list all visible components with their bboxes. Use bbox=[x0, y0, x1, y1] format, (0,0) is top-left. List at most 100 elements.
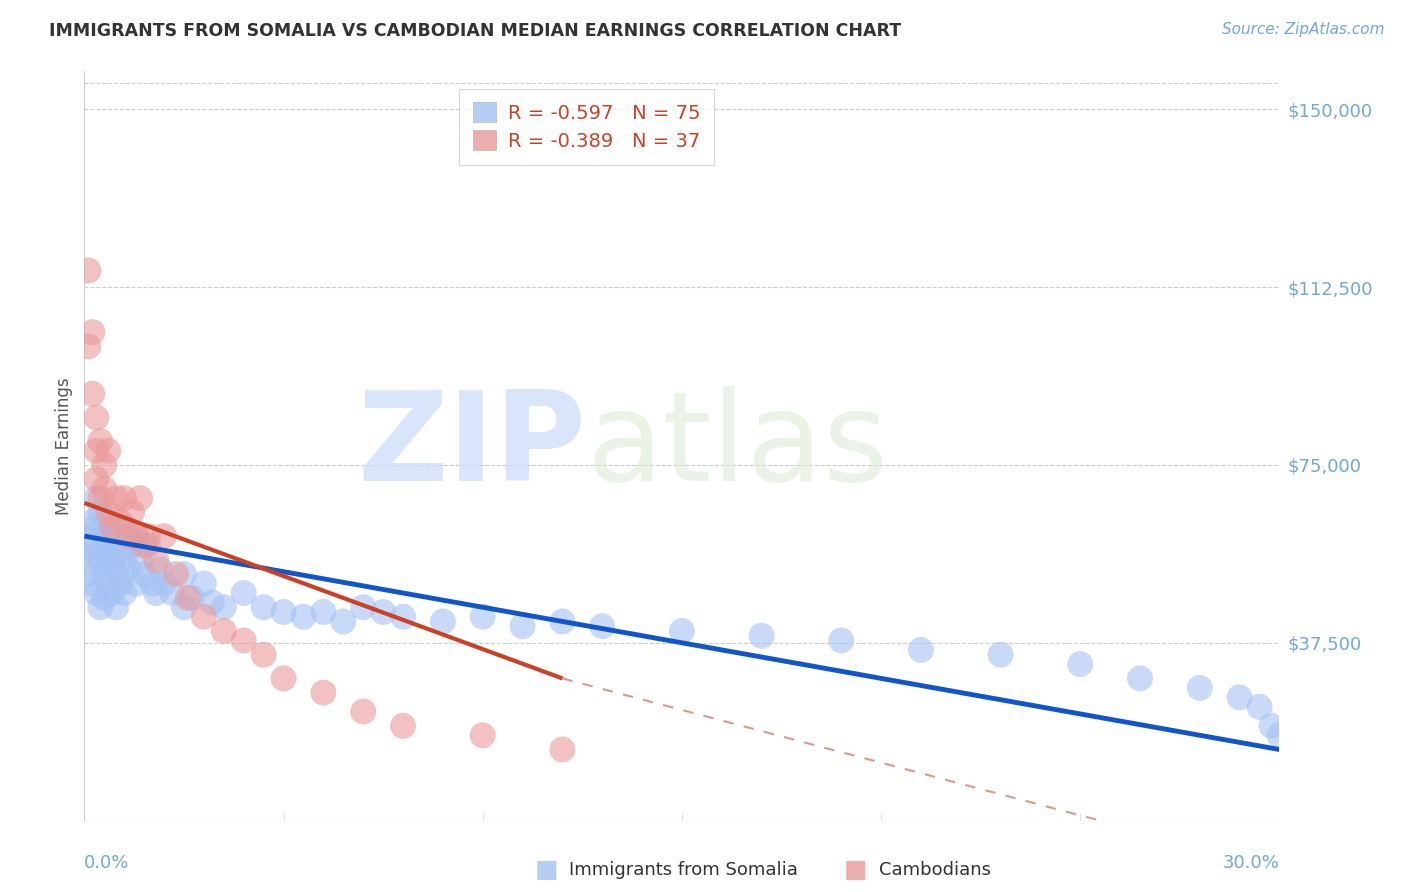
Point bbox=[89, 505, 111, 519]
Point bbox=[86, 548, 108, 562]
Point bbox=[82, 387, 104, 401]
Point bbox=[149, 562, 172, 576]
Point bbox=[193, 576, 215, 591]
Point bbox=[97, 443, 120, 458]
Point bbox=[77, 567, 100, 582]
Text: 0.0%: 0.0% bbox=[84, 855, 129, 872]
Point bbox=[181, 591, 204, 605]
Text: ■: ■ bbox=[844, 858, 868, 881]
Text: atlas: atlas bbox=[586, 385, 889, 507]
Point bbox=[273, 605, 295, 619]
Point bbox=[153, 529, 176, 543]
Point bbox=[201, 595, 224, 609]
Point bbox=[110, 543, 132, 558]
Point bbox=[551, 615, 574, 629]
Point bbox=[112, 553, 135, 567]
Point bbox=[101, 529, 124, 543]
Point bbox=[1069, 657, 1091, 672]
Point bbox=[830, 633, 852, 648]
Point bbox=[110, 576, 132, 591]
Text: Source: ZipAtlas.com: Source: ZipAtlas.com bbox=[1222, 22, 1385, 37]
Point bbox=[177, 591, 200, 605]
Point bbox=[105, 600, 128, 615]
Point bbox=[93, 529, 115, 543]
Point bbox=[990, 648, 1012, 662]
Point bbox=[125, 576, 148, 591]
Point bbox=[117, 529, 139, 543]
Point bbox=[136, 529, 159, 543]
Point bbox=[1268, 728, 1291, 742]
Point bbox=[101, 586, 124, 600]
Point bbox=[129, 553, 152, 567]
Point bbox=[105, 491, 128, 505]
Point bbox=[105, 539, 128, 553]
Point bbox=[332, 615, 354, 629]
Point bbox=[86, 519, 108, 533]
Point bbox=[82, 325, 104, 339]
Point bbox=[432, 615, 454, 629]
Point bbox=[86, 491, 108, 505]
Point bbox=[1260, 719, 1282, 733]
Point bbox=[471, 728, 494, 742]
Point bbox=[86, 586, 108, 600]
Point bbox=[86, 472, 108, 486]
Point bbox=[86, 410, 108, 425]
Point bbox=[89, 491, 111, 505]
Point bbox=[352, 600, 374, 615]
Text: Immigrants from Somalia: Immigrants from Somalia bbox=[569, 861, 799, 879]
Point bbox=[89, 600, 111, 615]
Point bbox=[910, 643, 932, 657]
Point bbox=[212, 624, 235, 638]
Point bbox=[273, 672, 295, 686]
Point bbox=[392, 609, 415, 624]
Point bbox=[145, 553, 167, 567]
Point bbox=[112, 586, 135, 600]
Point bbox=[312, 685, 335, 699]
Point bbox=[77, 339, 100, 353]
Point bbox=[125, 529, 148, 543]
Point bbox=[136, 539, 159, 553]
Point bbox=[292, 609, 315, 624]
Point bbox=[471, 609, 494, 624]
Point bbox=[121, 505, 143, 519]
Point bbox=[392, 719, 415, 733]
Point bbox=[82, 515, 104, 529]
Point bbox=[671, 624, 693, 638]
Point bbox=[145, 586, 167, 600]
Point bbox=[253, 648, 276, 662]
Point bbox=[121, 539, 143, 553]
Point bbox=[86, 443, 108, 458]
Text: ZIP: ZIP bbox=[357, 385, 586, 507]
Point bbox=[141, 576, 163, 591]
Point bbox=[97, 505, 120, 519]
Point bbox=[193, 609, 215, 624]
Point bbox=[1249, 699, 1271, 714]
Point bbox=[165, 567, 187, 582]
Point bbox=[112, 519, 135, 533]
Point bbox=[82, 539, 104, 553]
Point bbox=[93, 539, 115, 553]
Text: Cambodians: Cambodians bbox=[879, 861, 991, 879]
Point bbox=[82, 576, 104, 591]
Point bbox=[97, 553, 120, 567]
Point bbox=[117, 562, 139, 576]
Point bbox=[232, 633, 254, 648]
Text: 30.0%: 30.0% bbox=[1223, 855, 1279, 872]
Point bbox=[93, 482, 115, 496]
Point bbox=[93, 458, 115, 472]
Point bbox=[153, 576, 176, 591]
Point bbox=[173, 567, 195, 582]
Legend: R = -0.597   N = 75, R = -0.389   N = 37: R = -0.597 N = 75, R = -0.389 N = 37 bbox=[458, 88, 714, 165]
Point bbox=[160, 586, 183, 600]
Point bbox=[751, 629, 773, 643]
Point bbox=[110, 515, 132, 529]
Point bbox=[77, 263, 100, 277]
Point bbox=[1129, 672, 1152, 686]
Point bbox=[93, 567, 115, 582]
Point bbox=[77, 529, 100, 543]
Point bbox=[132, 567, 156, 582]
Y-axis label: Median Earnings: Median Earnings bbox=[55, 377, 73, 515]
Point bbox=[173, 600, 195, 615]
Point bbox=[112, 491, 135, 505]
Point bbox=[1188, 681, 1211, 695]
